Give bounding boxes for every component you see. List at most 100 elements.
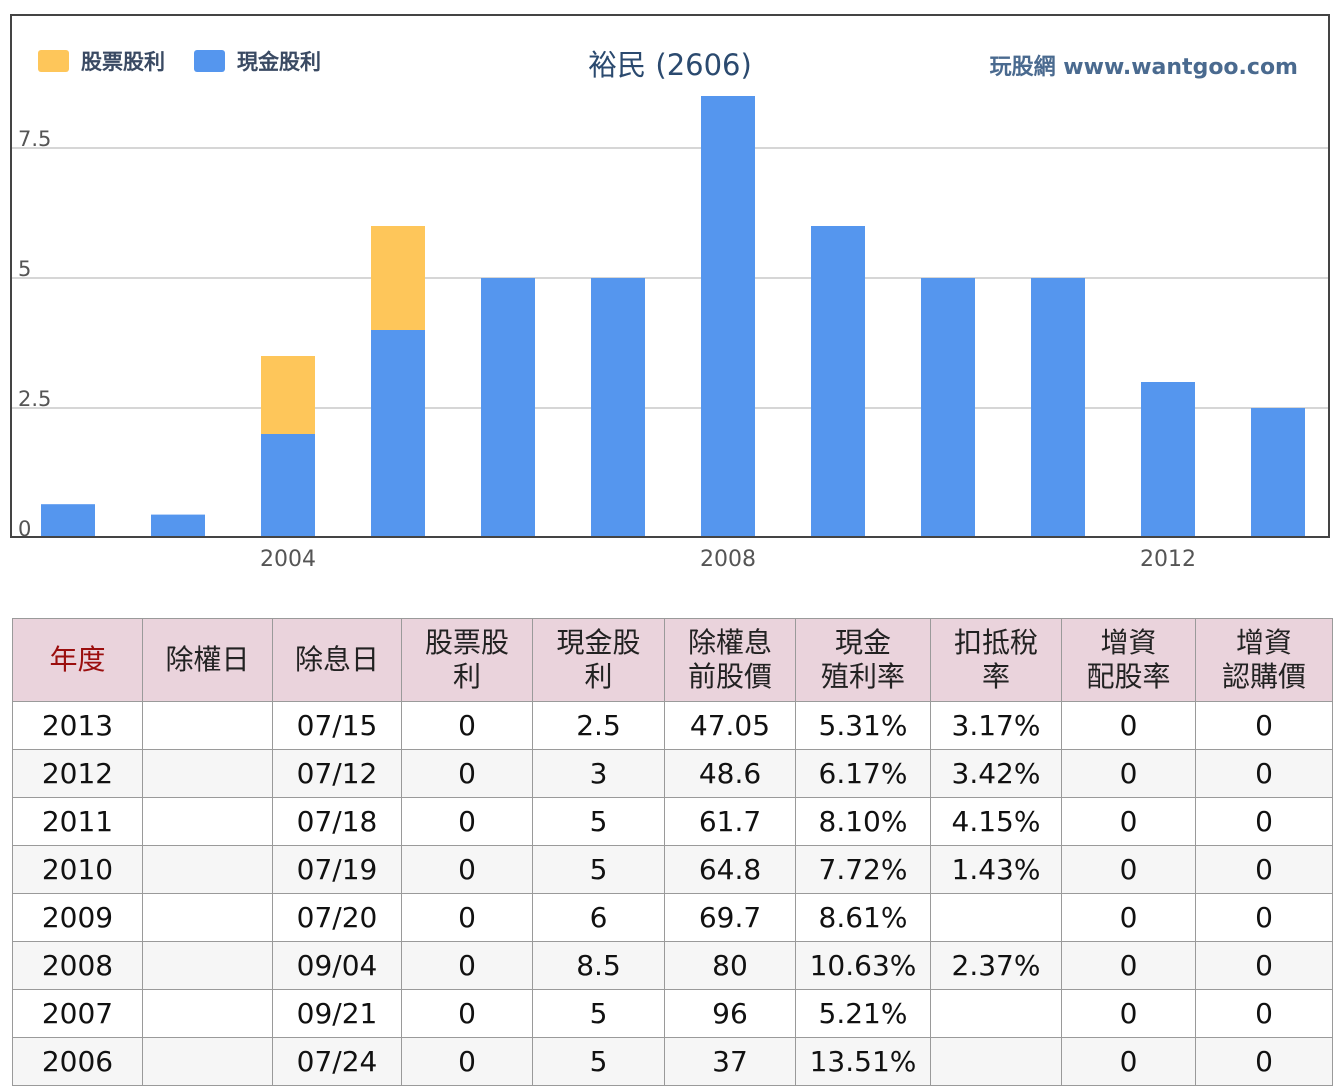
- table-cell: 0: [1061, 749, 1196, 798]
- column-header[interactable]: 股票股利: [401, 618, 533, 702]
- table-cell: 0: [1061, 797, 1196, 846]
- table-row: 2006 07/24 0 5 37 13.51% 0 0: [12, 1037, 1333, 1086]
- column-header-line: 除權息: [687, 626, 772, 659]
- table-cell: 0: [1061, 989, 1196, 1038]
- bar-cash-2003: [151, 514, 205, 536]
- column-header-line: 率: [981, 660, 1010, 693]
- bar-cash-2009: [811, 226, 865, 536]
- column-header[interactable]: 增資 認購價: [1195, 618, 1333, 702]
- table-row: 2011 07/18 0 5 61.7 8.10% 4.15% 0 0: [12, 797, 1333, 846]
- table-cell: 2008: [12, 941, 143, 990]
- y-tick-label: 5: [18, 257, 31, 281]
- table-cell: 2011: [12, 797, 143, 846]
- table-cell: 2007: [12, 989, 143, 1038]
- table-row: 2008 09/04 0 8.5 80 10.63% 2.37% 0 0: [12, 941, 1333, 990]
- table-cell: 0: [1061, 1037, 1196, 1086]
- column-header-line: 殖利率: [820, 660, 905, 693]
- y-tick-label: 2.5: [18, 387, 51, 411]
- table-cell: 64.8: [664, 845, 796, 894]
- table-cell: 0: [1195, 749, 1333, 798]
- x-tick-label: 2008: [700, 547, 756, 572]
- table-cell: 69.7: [664, 893, 796, 942]
- column-header-line: 現金股: [556, 626, 641, 659]
- table-cell: 07/19: [272, 845, 402, 894]
- column-header-line: 利: [584, 660, 613, 693]
- table-cell: 8.5: [532, 941, 665, 990]
- table-cell: 07/18: [272, 797, 402, 846]
- column-header-line: 扣抵稅: [953, 626, 1038, 659]
- table-cell: 2.5: [532, 701, 665, 750]
- bar-stock-2005: [371, 226, 425, 330]
- dividend-table: 年度 除權日 除息日 股票股利現金股利除權息 前股價 現金 殖利率 扣抵稅率增資 配股率 增資 認購…: [12, 618, 1333, 1086]
- legend-swatch-stock: [38, 50, 69, 72]
- bar-cash-2005: [371, 330, 425, 536]
- table-cell: 0: [401, 749, 533, 798]
- dividend-chart: 0 2.5 5 7.5 股票股利 現金股利 裕民 (2606) 玩股網 www.wan…: [10, 14, 1330, 538]
- column-header[interactable]: 現金股利: [532, 618, 665, 702]
- table-cell: 80: [664, 941, 796, 990]
- table-cell: [930, 989, 1062, 1038]
- table-cell: 0: [1195, 701, 1333, 750]
- table-cell: 6: [532, 893, 665, 942]
- table-cell: 2013: [12, 701, 143, 750]
- table-cell: [142, 701, 273, 750]
- chart-title: 裕民 (2606): [588, 48, 752, 82]
- column-header[interactable]: 除權日: [142, 618, 273, 702]
- table-cell: [142, 1037, 273, 1086]
- table-cell: 5: [532, 1037, 665, 1086]
- table-cell: 2006: [12, 1037, 143, 1086]
- y-tick-label: 0: [18, 517, 31, 536]
- table-cell: 0: [401, 941, 533, 990]
- bar-cash-2012: [1141, 382, 1195, 536]
- table-cell: 2.37%: [930, 941, 1062, 990]
- legend-stock-dividend[interactable]: 股票股利: [38, 46, 165, 76]
- table-cell: 3.17%: [930, 701, 1062, 750]
- table-cell: 0: [401, 893, 533, 942]
- table-row: 2007 09/21 0 5 96 5.21% 0 0: [12, 989, 1333, 1038]
- table-cell: 13.51%: [795, 1037, 931, 1086]
- table-cell: 07/24: [272, 1037, 402, 1086]
- bar-cash-2006: [481, 278, 535, 536]
- column-header[interactable]: 年度: [12, 618, 143, 702]
- legend-cash-dividend[interactable]: 現金股利: [194, 46, 321, 76]
- bar-stock-2004: [261, 356, 315, 434]
- x-tick-label: 2012: [1140, 547, 1196, 572]
- legend-label-cash: 現金股利: [237, 50, 321, 74]
- table-cell: 48.6: [664, 749, 796, 798]
- column-header-line: 增資: [1235, 626, 1292, 659]
- table-cell: 5: [532, 845, 665, 894]
- table-cell: 5.21%: [795, 989, 931, 1038]
- bar-cash-2013: [1251, 408, 1305, 536]
- legend-swatch-cash: [194, 50, 225, 72]
- table-cell: 5: [532, 797, 665, 846]
- column-header[interactable]: 扣抵稅率: [930, 618, 1062, 702]
- bar-cash-2008: [701, 96, 755, 536]
- table-cell: [930, 1037, 1062, 1086]
- column-header-line: 配股率: [1086, 660, 1171, 693]
- column-header[interactable]: 除息日: [272, 618, 402, 702]
- table-cell: 2010: [12, 845, 143, 894]
- column-header[interactable]: 除權息 前股價: [664, 618, 796, 702]
- table-cell: 0: [1195, 941, 1333, 990]
- table-cell: 09/04: [272, 941, 402, 990]
- table-cell: 0: [401, 797, 533, 846]
- column-header[interactable]: 現金 殖利率: [795, 618, 931, 702]
- table-cell: 0: [1195, 893, 1333, 942]
- y-tick-label: 7.5: [18, 127, 51, 151]
- table-cell: 4.15%: [930, 797, 1062, 846]
- column-header-line: 利: [452, 660, 481, 693]
- table-cell: 6.17%: [795, 749, 931, 798]
- table-cell: 3: [532, 749, 665, 798]
- x-tick-label: 2004: [260, 547, 316, 572]
- table-cell: 10.63%: [795, 941, 931, 990]
- table-cell: 2009: [12, 893, 143, 942]
- table-row: 2010 07/19 0 5 64.8 7.72% 1.43% 0 0: [12, 845, 1333, 894]
- table-cell: 07/12: [272, 749, 402, 798]
- table-cell: 47.05: [664, 701, 796, 750]
- table-row: 2013 07/15 0 2.5 47.05 5.31% 3.17% 0 0: [12, 701, 1333, 750]
- column-header[interactable]: 增資 配股率: [1061, 618, 1196, 702]
- table-cell: 8.61%: [795, 893, 931, 942]
- table-cell: 61.7: [664, 797, 796, 846]
- table-cell: 5.31%: [795, 701, 931, 750]
- table-cell: 0: [401, 701, 533, 750]
